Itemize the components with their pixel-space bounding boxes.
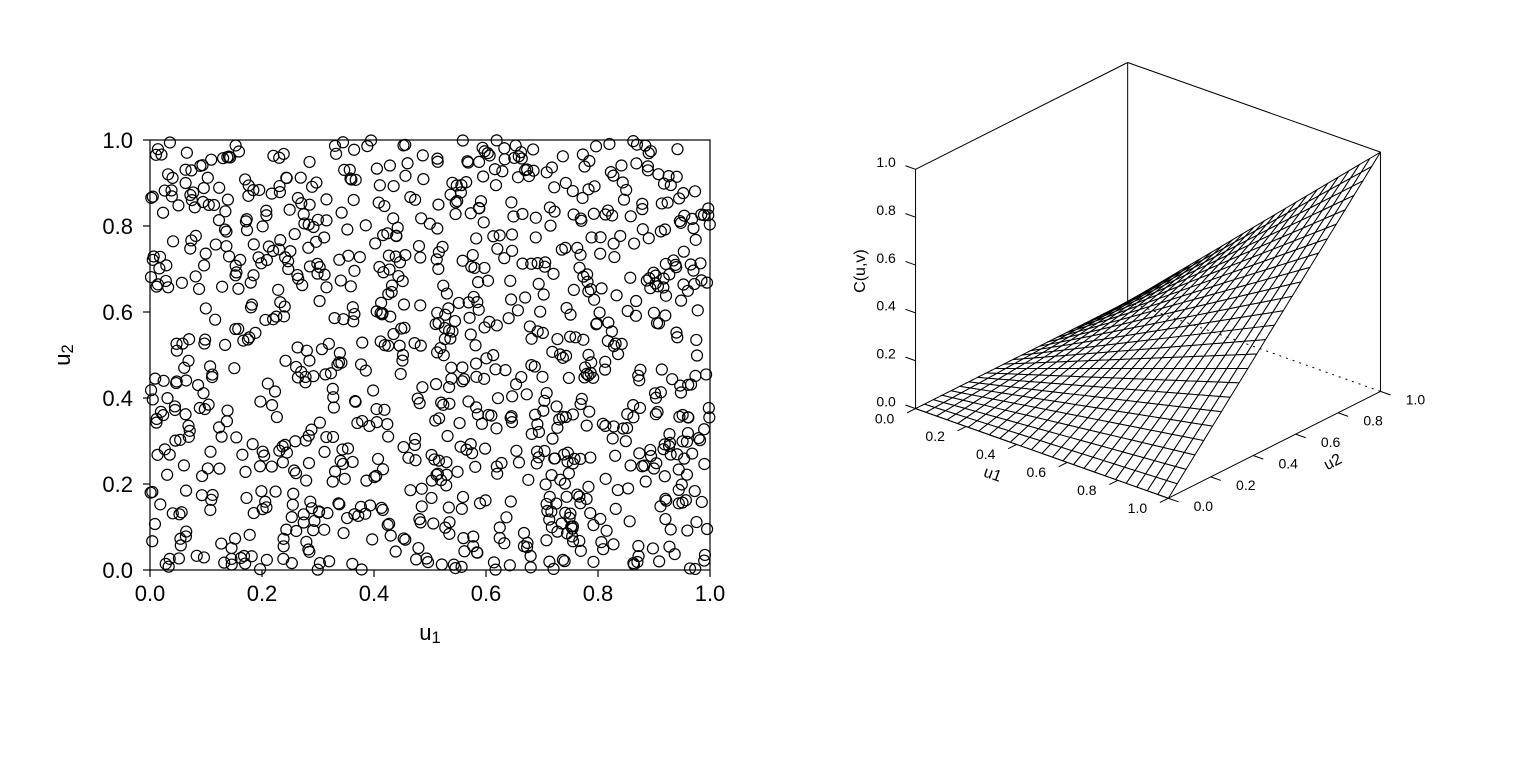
- svg-text:0.4: 0.4: [1278, 455, 1298, 471]
- svg-text:0.0: 0.0: [876, 393, 896, 409]
- svg-text:0.2: 0.2: [925, 428, 945, 444]
- svg-text:1.0: 1.0: [1406, 391, 1426, 407]
- svg-text:0.0: 0.0: [102, 558, 133, 583]
- svg-text:0.6: 0.6: [102, 300, 133, 325]
- svg-text:0.0: 0.0: [875, 410, 895, 426]
- svg-text:0.2: 0.2: [876, 345, 896, 361]
- svg-text:0.2: 0.2: [102, 472, 133, 497]
- svg-text:u1: u1: [981, 464, 1004, 486]
- scatter-plot: 0.0 0.2 0.4 0.6 0.8 1.0 0.0 0.2 0.4 0.6 0.8 1.0 u1 u2: [0, 0, 768, 768]
- svg-text:0.6: 0.6: [471, 581, 502, 606]
- persp-panel: 0.0 0.2 0.4 0.6 0.8 1.0 u1 0.0 0.2 0.4 0.6 0.8 1.0 u2…: [768, 0, 1536, 768]
- svg-text:C(u,v): C(u,v): [852, 249, 869, 293]
- svg-text:0.6: 0.6: [1321, 434, 1341, 450]
- svg-text:1.0: 1.0: [102, 128, 133, 153]
- svg-text:1.0: 1.0: [1128, 500, 1148, 516]
- svg-text:0.8: 0.8: [102, 214, 133, 239]
- svg-text:1.0: 1.0: [876, 154, 896, 170]
- svg-text:0.8: 0.8: [1077, 482, 1097, 498]
- svg-text:0.0: 0.0: [135, 581, 166, 606]
- svg-text:0.2: 0.2: [1236, 477, 1256, 493]
- svg-text:0.4: 0.4: [359, 581, 390, 606]
- svg-text:0.6: 0.6: [876, 250, 896, 266]
- svg-text:0.8: 0.8: [583, 581, 614, 606]
- svg-text:u1: u1: [419, 620, 440, 647]
- svg-text:u2: u2: [50, 344, 77, 365]
- svg-text:0.4: 0.4: [102, 386, 133, 411]
- svg-text:0.4: 0.4: [876, 298, 896, 314]
- svg-text:0.6: 0.6: [1027, 464, 1047, 480]
- svg-text:u2: u2: [1321, 451, 1345, 474]
- svg-text:0.2: 0.2: [247, 581, 278, 606]
- perspective-surface-plot: 0.0 0.2 0.4 0.6 0.8 1.0 u1 0.0 0.2 0.4 0.6 0.8 1.0 u2…: [768, 0, 1536, 768]
- svg-text:0.4: 0.4: [976, 446, 996, 462]
- svg-text:0.8: 0.8: [876, 202, 896, 218]
- figure-container: 0.0 0.2 0.4 0.6 0.8 1.0 0.0 0.2 0.4 0.6 0.8 1.0 u1 u2…: [0, 0, 1536, 768]
- svg-text:0.8: 0.8: [1363, 413, 1383, 429]
- svg-text:0.0: 0.0: [1194, 498, 1214, 514]
- svg-text:1.0: 1.0: [695, 581, 726, 606]
- scatter-panel: 0.0 0.2 0.4 0.6 0.8 1.0 0.0 0.2 0.4 0.6 0.8 1.0 u1 u2: [0, 0, 768, 768]
